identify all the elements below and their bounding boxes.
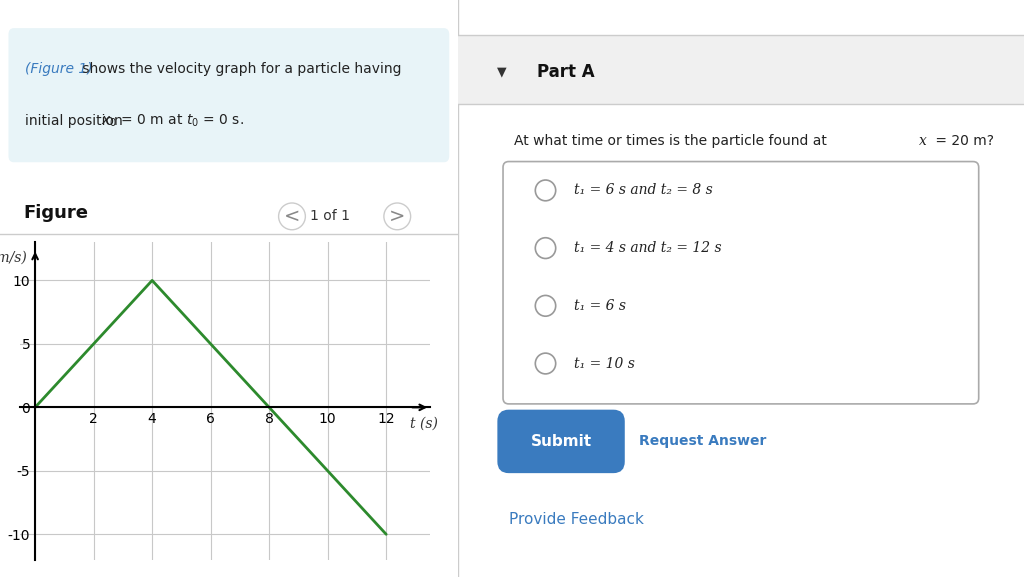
Text: Part A: Part A bbox=[537, 63, 595, 81]
Text: 1 of 1: 1 of 1 bbox=[309, 209, 349, 223]
Text: Provide Feedback: Provide Feedback bbox=[509, 512, 643, 527]
Text: (Figure 1): (Figure 1) bbox=[26, 62, 93, 76]
Text: Figure: Figure bbox=[23, 204, 88, 223]
Text: t₁ = 10 s: t₁ = 10 s bbox=[573, 357, 635, 370]
Text: Submit: Submit bbox=[530, 434, 592, 449]
Text: At what time or times is the particle found at: At what time or times is the particle fo… bbox=[514, 134, 831, 148]
Text: ▼: ▼ bbox=[498, 66, 507, 78]
Text: t₁ = 6 s: t₁ = 6 s bbox=[573, 299, 626, 313]
Text: vₓ (m/s): vₓ (m/s) bbox=[0, 250, 27, 265]
FancyBboxPatch shape bbox=[458, 35, 1024, 104]
Text: initial position: initial position bbox=[26, 114, 127, 128]
Text: = 20 m?: = 20 m? bbox=[931, 134, 993, 148]
FancyBboxPatch shape bbox=[503, 162, 979, 404]
Text: shows the velocity graph for a particle having: shows the velocity graph for a particle … bbox=[78, 62, 401, 76]
Text: $x_0$ = 0 m at $t_0$ = 0 s.: $x_0$ = 0 m at $t_0$ = 0 s. bbox=[100, 113, 244, 129]
FancyBboxPatch shape bbox=[9, 29, 449, 162]
Text: <: < bbox=[284, 207, 300, 226]
Text: t (s): t (s) bbox=[411, 417, 438, 431]
Text: >: > bbox=[389, 207, 406, 226]
FancyBboxPatch shape bbox=[498, 410, 625, 473]
Text: t₁ = 4 s and t₂ = 12 s: t₁ = 4 s and t₂ = 12 s bbox=[573, 241, 722, 255]
Text: t₁ = 6 s and t₂ = 8 s: t₁ = 6 s and t₂ = 8 s bbox=[573, 183, 713, 197]
Text: x: x bbox=[920, 134, 927, 148]
Text: Request Answer: Request Answer bbox=[639, 434, 766, 448]
